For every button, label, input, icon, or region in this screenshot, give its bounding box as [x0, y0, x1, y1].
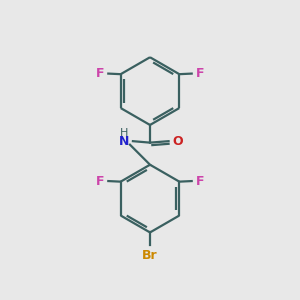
Text: F: F: [96, 175, 104, 188]
Text: F: F: [196, 175, 204, 188]
Text: Br: Br: [142, 249, 158, 262]
Text: H: H: [119, 128, 128, 138]
Text: F: F: [196, 67, 204, 80]
Text: O: O: [172, 135, 183, 148]
Text: F: F: [96, 67, 104, 80]
Text: N: N: [119, 135, 129, 148]
